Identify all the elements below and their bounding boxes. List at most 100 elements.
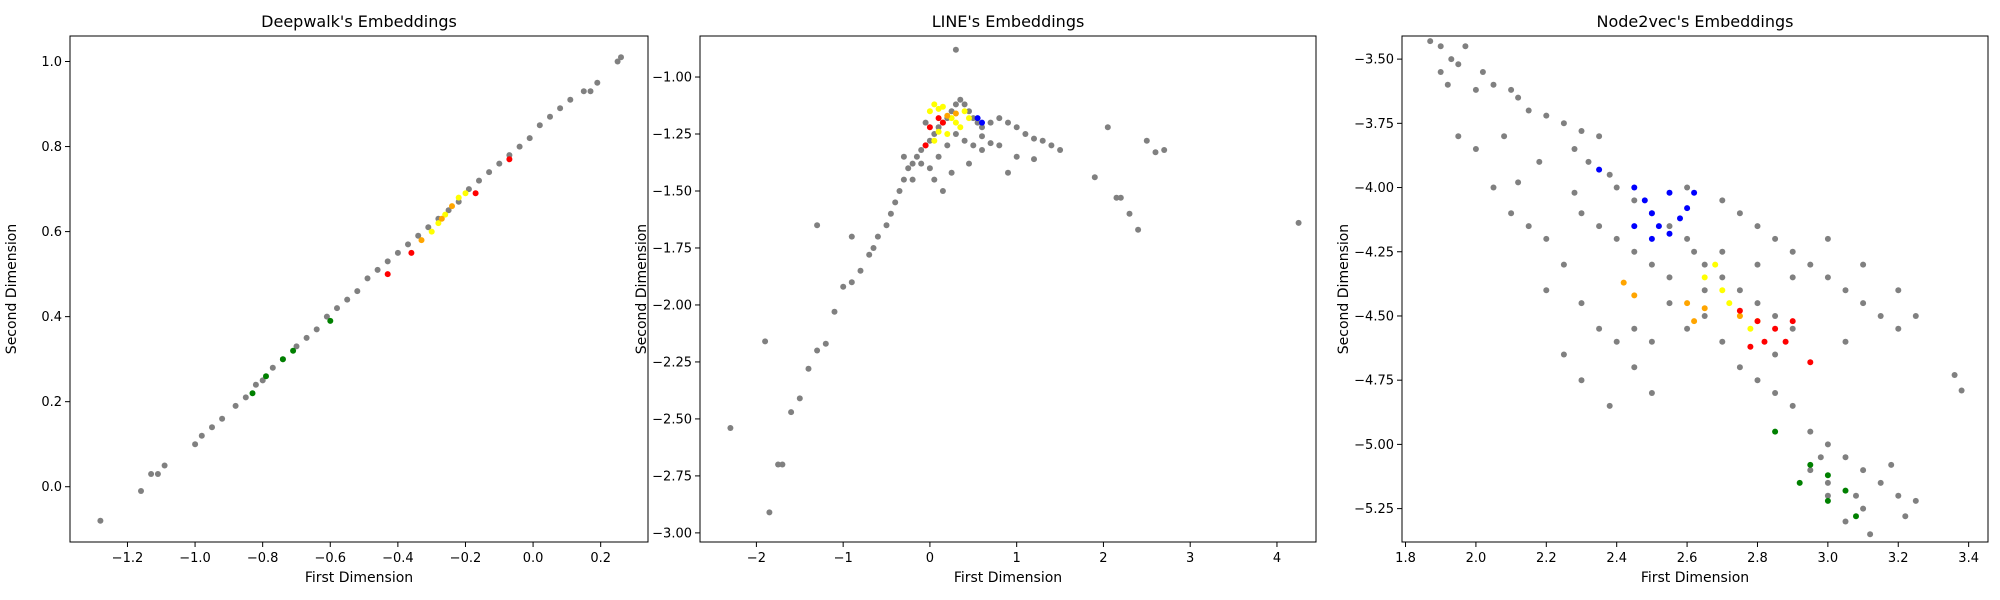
- node2vec-x-tick-label: 3.0: [1818, 551, 1839, 566]
- node2vec-point: [1754, 300, 1761, 307]
- line-point: [1117, 194, 1124, 201]
- node2vec-point: [1824, 472, 1831, 479]
- node2vec-point: [1736, 364, 1743, 371]
- deepwalk-point: [334, 305, 340, 312]
- node2vec-point: [1578, 377, 1585, 384]
- line-point: [1104, 124, 1111, 131]
- node2vec-point: [1684, 184, 1691, 191]
- line-point: [952, 119, 959, 126]
- node2vec-x-tick-label: 3.4: [1958, 551, 1979, 566]
- line-point: [987, 140, 994, 147]
- line-point: [939, 119, 946, 126]
- line-point: [974, 115, 981, 122]
- line-point: [1161, 147, 1168, 153]
- line-point: [922, 142, 929, 149]
- line-axes-frame: [699, 35, 1317, 543]
- deepwalk-point: [192, 441, 199, 448]
- node2vec-point: [1701, 274, 1708, 281]
- node2vec-point: [1606, 402, 1613, 409]
- node2vec-y-tick-label: −5.25: [1354, 502, 1394, 517]
- node2vec-point: [1571, 189, 1578, 196]
- node2vec-point: [1824, 274, 1831, 281]
- node2vec-point: [1701, 305, 1708, 312]
- node2vec-point: [1719, 274, 1726, 281]
- line-point: [948, 169, 955, 176]
- node2vec-point: [1842, 454, 1849, 461]
- node2vec-point: [1895, 325, 1902, 332]
- line-point: [926, 165, 933, 172]
- deepwalk-point: [594, 79, 601, 86]
- node2vec-point: [1648, 390, 1655, 396]
- deepwalk-x-tick-label: −0.6: [314, 551, 346, 566]
- node2vec-point: [1701, 287, 1708, 294]
- line-x-tick-label: 3: [1186, 551, 1194, 566]
- line-point: [848, 279, 855, 286]
- line-point: [874, 233, 881, 240]
- node2vec-point: [1606, 171, 1613, 178]
- line-point: [939, 188, 946, 194]
- deepwalk-point: [435, 220, 442, 227]
- node2vec-point: [1455, 133, 1462, 140]
- node2vec-point: [1719, 248, 1726, 255]
- deepwalk-point: [384, 271, 391, 278]
- line-point: [831, 308, 838, 315]
- node2vec-point: [1824, 235, 1831, 242]
- line-point: [788, 409, 795, 416]
- deepwalk-axes-frame: [69, 35, 649, 543]
- node2vec-point: [1508, 86, 1515, 93]
- line-point: [918, 147, 925, 153]
- line-point: [935, 128, 942, 135]
- node2vec-x-tick-label: 2.0: [1466, 551, 1487, 566]
- line-point: [961, 108, 968, 115]
- line-y-tick-label: −2.25: [652, 355, 692, 370]
- line-point: [944, 112, 951, 119]
- deepwalk-point: [232, 402, 239, 409]
- deepwalk-title: Deepwalk's Embeddings: [261, 12, 457, 31]
- deepwalk-point: [418, 237, 425, 244]
- line-point: [900, 176, 907, 183]
- line-point: [887, 210, 894, 217]
- node2vec-point: [1747, 343, 1754, 350]
- line-point: [727, 425, 734, 431]
- node2vec-point: [1666, 300, 1673, 307]
- node2vec-y-tick-label: −4.00: [1354, 181, 1394, 196]
- node2vec-point: [1824, 492, 1831, 499]
- line-point: [979, 124, 985, 131]
- node2vec-point: [1613, 338, 1620, 345]
- node2vec-point: [1807, 467, 1814, 474]
- node2vec-point: [1789, 402, 1796, 409]
- line-point: [1135, 226, 1142, 233]
- node2vec-point: [1666, 189, 1673, 196]
- deepwalk-point: [384, 258, 391, 265]
- line-point: [979, 133, 985, 140]
- node2vec-point: [1578, 128, 1585, 134]
- line-point: [961, 101, 968, 108]
- line-y-tick-label: −1.25: [652, 128, 692, 143]
- line-x-tick-label: 0: [926, 551, 934, 566]
- node2vec-point: [1761, 338, 1768, 345]
- node2vec-point: [1736, 287, 1743, 294]
- line-point: [805, 365, 812, 372]
- node2vec-point: [1912, 497, 1919, 504]
- line-point: [905, 165, 912, 172]
- line-point: [979, 147, 985, 153]
- deepwalk-point: [438, 215, 445, 222]
- deepwalk-point: [364, 275, 371, 282]
- node2vec-point: [1912, 313, 1919, 319]
- node2vec-point: [1895, 492, 1902, 499]
- node2vec-point: [1472, 146, 1479, 152]
- deepwalk-point: [428, 228, 435, 235]
- deepwalk-point: [290, 347, 297, 354]
- line-point: [779, 461, 786, 468]
- deepwalk-x-tick-label: −1.0: [179, 551, 211, 566]
- node2vec-point: [1772, 313, 1779, 319]
- node2vec-y-tick-label: −4.75: [1354, 374, 1394, 389]
- deepwalk-point: [263, 373, 269, 380]
- line-point: [926, 137, 933, 144]
- deepwalk-point: [449, 203, 455, 210]
- line-point: [926, 108, 933, 115]
- line-point: [870, 245, 877, 251]
- node2vec-point: [1613, 184, 1620, 191]
- node2vec-point: [1578, 300, 1585, 307]
